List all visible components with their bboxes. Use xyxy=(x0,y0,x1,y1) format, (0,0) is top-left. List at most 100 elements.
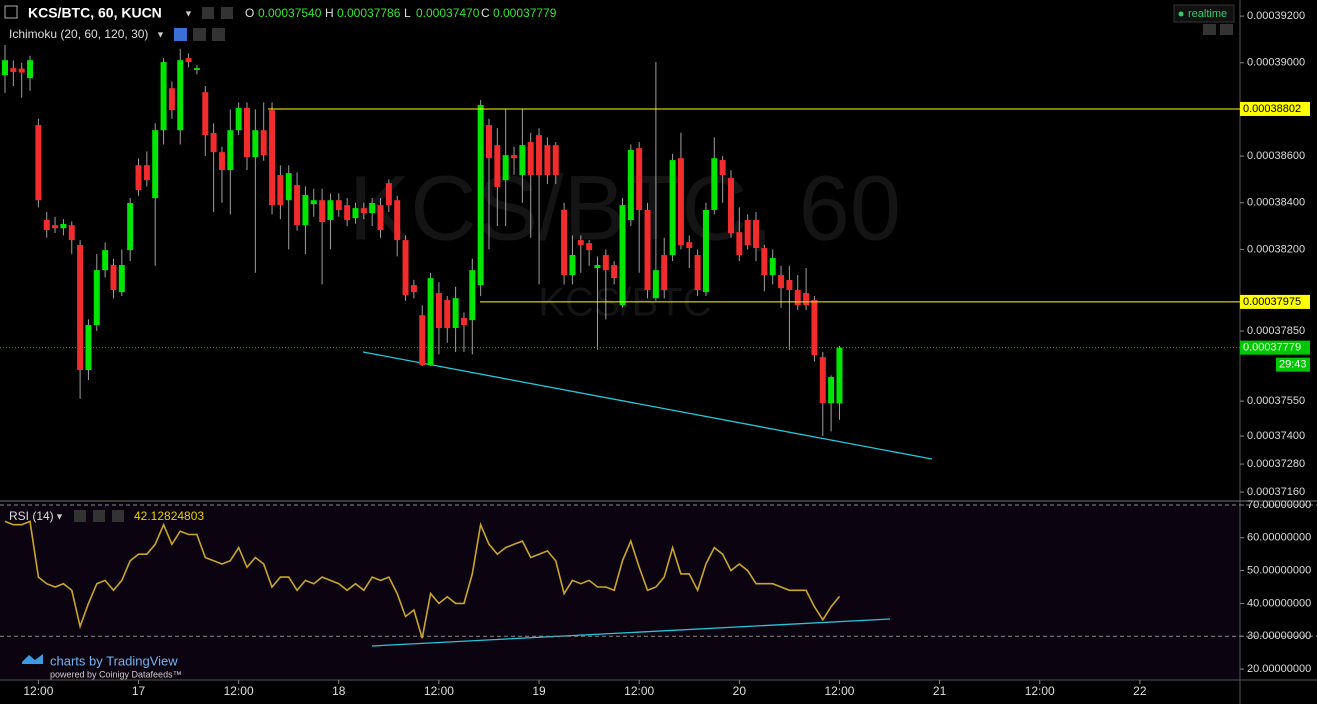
candle-body xyxy=(744,220,751,245)
candle-body xyxy=(43,220,50,231)
candle-body xyxy=(494,145,501,188)
rsi-trendline xyxy=(371,618,891,647)
realtime-dot xyxy=(1178,11,1184,17)
candle-body xyxy=(218,152,225,171)
ohlc-key: O xyxy=(245,6,254,20)
candle-body xyxy=(828,377,835,404)
y-tick-label: 0.00037280 xyxy=(1247,458,1305,470)
brand-subtitle: powered by Coinigy Datafeeds™ xyxy=(50,669,182,679)
y-tick-label: 60.00000000 xyxy=(1247,532,1311,544)
candle-body xyxy=(319,200,326,223)
candle-body xyxy=(727,178,734,234)
candle-body xyxy=(836,347,843,404)
settings-button[interactable] xyxy=(221,7,233,19)
x-tick-label: 12:00 xyxy=(824,684,854,698)
menu-icon[interactable] xyxy=(4,5,18,19)
dropdown-arrow[interactable]: ▼ xyxy=(156,29,165,39)
indicator-label[interactable]: Ichimoku (20, 60, 120, 30) xyxy=(9,27,148,41)
price-label-box xyxy=(1240,101,1310,116)
candle-body xyxy=(544,145,551,175)
y-tick-label: 30.00000000 xyxy=(1247,630,1311,642)
candle-body xyxy=(85,325,92,371)
candle-body xyxy=(803,293,810,306)
rsi-line xyxy=(4,520,841,639)
dropdown-arrow[interactable]: ▼ xyxy=(184,8,193,18)
candle-body xyxy=(511,155,518,159)
candle-body xyxy=(68,225,75,241)
candle-body xyxy=(168,88,175,111)
x-tick-label: 21 xyxy=(933,684,947,698)
realtime-badge[interactable] xyxy=(1173,4,1235,23)
ohlc-value: 0.00037470 xyxy=(416,6,480,20)
candle-body xyxy=(193,68,200,70)
y-tick-label: 0.00038600 xyxy=(1247,150,1305,162)
scroll-button[interactable] xyxy=(1220,24,1233,35)
eye-button[interactable] xyxy=(74,510,86,522)
ohlc-value: 0.00037786 xyxy=(337,6,401,20)
realtime-label: realtime xyxy=(1188,8,1227,20)
brand-logo xyxy=(22,654,43,664)
candle-body xyxy=(202,92,209,136)
candle-body xyxy=(711,158,718,210)
candle-body xyxy=(794,290,801,306)
candle-body xyxy=(369,202,376,214)
eye-button[interactable] xyxy=(174,28,187,41)
eye-button[interactable] xyxy=(202,7,214,19)
candle-body xyxy=(761,248,768,276)
candle-body xyxy=(302,195,309,226)
candle-body xyxy=(652,270,659,299)
candle-body xyxy=(377,205,384,231)
candle-body xyxy=(427,278,434,366)
y-tick-label: 40.00000000 xyxy=(1247,597,1311,609)
candle-body xyxy=(344,205,351,221)
candle-body xyxy=(536,135,543,175)
candle-body xyxy=(719,160,726,175)
y-tick-label: 70.00000000 xyxy=(1247,499,1311,511)
scroll-button[interactable] xyxy=(1203,24,1216,35)
candle-body xyxy=(410,285,417,293)
candle-body xyxy=(594,265,601,269)
candle-body xyxy=(394,200,401,241)
ohlc-value: 0.00037540 xyxy=(258,6,322,20)
candle-body xyxy=(385,183,392,206)
candle-body xyxy=(569,255,576,276)
candle-body xyxy=(402,240,409,296)
x-tick-label: 19 xyxy=(532,684,546,698)
x-tick-label: 12:00 xyxy=(224,684,254,698)
settings-button[interactable] xyxy=(193,28,206,41)
settings-button[interactable] xyxy=(93,510,105,522)
candle-body xyxy=(435,293,442,329)
candle-body xyxy=(235,108,242,131)
rsi-title[interactable]: RSI (14) xyxy=(9,509,54,523)
close-button[interactable] xyxy=(212,28,225,41)
candle-body xyxy=(419,315,426,366)
candle-body xyxy=(769,258,776,276)
candle-body xyxy=(277,174,284,206)
ohlc-value: 0.00037779 xyxy=(493,6,557,20)
candle-body xyxy=(52,225,59,229)
candle-body xyxy=(285,173,292,201)
candle-body xyxy=(152,130,159,199)
candle-body xyxy=(360,208,367,214)
candle-body xyxy=(778,275,785,289)
candle-body xyxy=(677,158,684,245)
close-button[interactable] xyxy=(112,510,124,522)
dropdown-arrow[interactable]: ▼ xyxy=(55,511,64,521)
candle-body xyxy=(819,357,826,404)
candle-body xyxy=(60,223,67,229)
brand-title[interactable]: charts by TradingView xyxy=(50,653,178,668)
y-tick-label: 0.00038200 xyxy=(1247,243,1305,255)
y-tick-label: 50.00000000 xyxy=(1247,564,1311,576)
candle-body xyxy=(753,220,760,249)
symbol[interactable]: KCS/BTC, 60, KUCN xyxy=(28,5,162,21)
candle-body xyxy=(586,243,593,251)
candle-body xyxy=(636,148,643,210)
y-tick-label: 0.00037850 xyxy=(1247,325,1305,337)
candle-body xyxy=(661,255,668,291)
candle-body xyxy=(177,60,184,131)
candle-body xyxy=(644,209,651,291)
candle-body xyxy=(93,270,100,326)
y-tick-label: 0.00037160 xyxy=(1247,486,1305,498)
ohlc-key: C xyxy=(481,6,490,20)
candle-body xyxy=(77,244,84,371)
